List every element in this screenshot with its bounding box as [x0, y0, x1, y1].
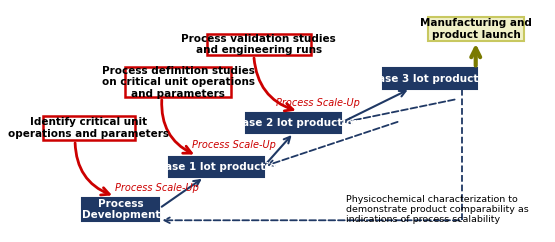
- Text: Process Scale-Up: Process Scale-Up: [115, 183, 199, 193]
- FancyBboxPatch shape: [206, 34, 311, 55]
- FancyBboxPatch shape: [125, 67, 231, 97]
- Text: Process Scale-Up: Process Scale-Up: [276, 98, 360, 108]
- Text: Identify critical unit
operations and parameters: Identify critical unit operations and pa…: [8, 117, 169, 139]
- FancyBboxPatch shape: [83, 197, 159, 221]
- Text: Phase 1 lot production: Phase 1 lot production: [150, 162, 284, 172]
- FancyBboxPatch shape: [427, 17, 524, 41]
- FancyBboxPatch shape: [169, 157, 264, 177]
- FancyBboxPatch shape: [246, 113, 341, 133]
- Text: Process definition studies
on critical unit operations
and parameters: Process definition studies on critical u…: [102, 66, 255, 99]
- Text: Process Scale-Up: Process Scale-Up: [191, 140, 276, 150]
- FancyBboxPatch shape: [43, 116, 135, 140]
- Text: Process
Development: Process Development: [82, 199, 160, 220]
- Text: Phase 3 lot production: Phase 3 lot production: [363, 74, 497, 83]
- FancyBboxPatch shape: [383, 68, 477, 89]
- Text: Process validation studies
and engineering runs: Process validation studies and engineeri…: [181, 34, 336, 55]
- Text: Manufacturing and
product launch: Manufacturing and product launch: [420, 18, 532, 40]
- Text: Phase 2 lot production: Phase 2 lot production: [226, 118, 360, 128]
- Text: Physicochemical characterization to
demonstrate product comparability as
indicat: Physicochemical characterization to demo…: [346, 195, 528, 224]
